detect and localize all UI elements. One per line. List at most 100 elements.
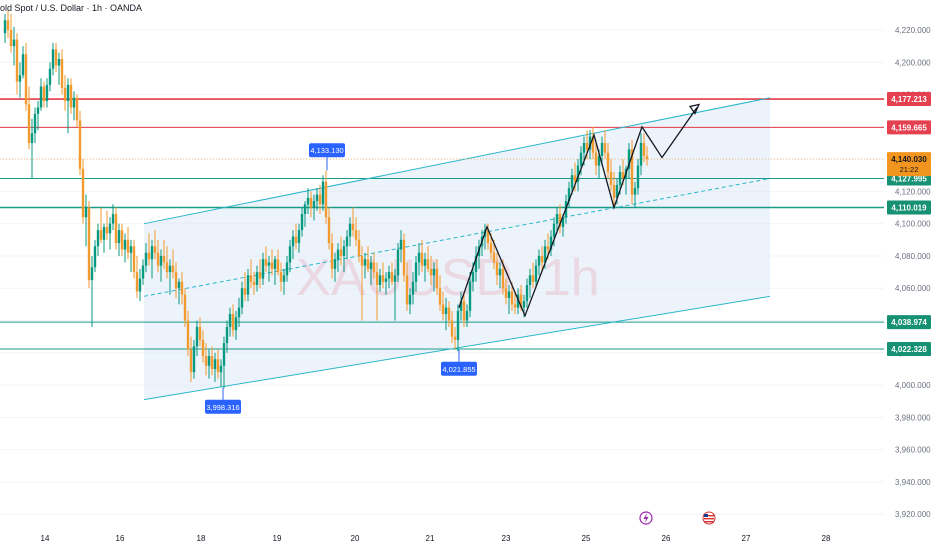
candle-body bbox=[369, 262, 373, 269]
candle-body bbox=[510, 291, 514, 305]
candle-body bbox=[153, 246, 157, 253]
candle-body bbox=[342, 246, 346, 256]
us-flag-stripe-2 bbox=[704, 518, 714, 520]
candle-body bbox=[27, 104, 31, 143]
candle-body bbox=[519, 294, 523, 308]
candle-body bbox=[414, 262, 418, 282]
candle-body bbox=[525, 285, 529, 302]
watermark: XAUUSD, 1h bbox=[296, 249, 599, 307]
candle-body bbox=[129, 246, 133, 253]
candle-body bbox=[297, 230, 301, 244]
candle-body bbox=[447, 307, 451, 321]
candle-body bbox=[423, 259, 427, 266]
candle-body bbox=[558, 213, 562, 227]
candle-body bbox=[618, 172, 622, 185]
candle-body bbox=[93, 246, 97, 268]
candle-body bbox=[429, 268, 433, 276]
candle-body bbox=[384, 278, 388, 282]
candle-body bbox=[327, 217, 331, 244]
us-flag-canton bbox=[704, 514, 708, 517]
candle-body bbox=[516, 294, 520, 308]
candle-body bbox=[231, 314, 235, 331]
candle-body bbox=[600, 142, 604, 156]
candle-body bbox=[528, 275, 532, 286]
candle-body bbox=[501, 268, 505, 289]
candle-body bbox=[21, 54, 25, 76]
candle-body bbox=[99, 230, 103, 240]
candle-body bbox=[609, 172, 613, 185]
candle-body bbox=[237, 307, 241, 318]
candle-body bbox=[84, 207, 88, 218]
candle-body bbox=[207, 356, 211, 366]
candle-body bbox=[318, 194, 322, 205]
candle-body bbox=[204, 356, 208, 366]
candle-body bbox=[240, 288, 244, 308]
candle-body bbox=[576, 165, 580, 182]
level-price-tag bbox=[887, 200, 931, 215]
current-price-tag bbox=[887, 152, 931, 177]
candle-body bbox=[420, 252, 424, 266]
candle-body bbox=[147, 252, 151, 260]
candle-body bbox=[537, 255, 541, 266]
candle-body bbox=[105, 226, 109, 234]
candle-body bbox=[573, 175, 577, 182]
candle-body bbox=[351, 223, 355, 231]
candle-body bbox=[288, 246, 292, 263]
candle-body bbox=[60, 59, 64, 89]
candle-body bbox=[174, 272, 178, 289]
level-price-text: 4,127.995 bbox=[891, 174, 927, 183]
event-icons[interactable] bbox=[639, 511, 716, 525]
candle-body bbox=[24, 54, 28, 105]
candle-body bbox=[492, 252, 496, 263]
candle-body bbox=[36, 107, 40, 114]
candle-body bbox=[243, 288, 247, 295]
candle-body bbox=[615, 184, 619, 198]
candle-body bbox=[489, 243, 493, 253]
candle-body bbox=[468, 281, 472, 311]
candle-body bbox=[390, 272, 394, 282]
channel-upper-line[interactable] bbox=[143, 97, 771, 225]
candle-body bbox=[333, 259, 337, 269]
candle-body bbox=[411, 281, 415, 295]
time-tick-label: 21 bbox=[426, 534, 435, 543]
lightning-glyph-icon bbox=[643, 513, 649, 523]
candle-body bbox=[135, 272, 139, 292]
channel-lower-line[interactable] bbox=[143, 295, 771, 401]
candle-body bbox=[117, 230, 121, 244]
candle-body bbox=[453, 336, 457, 340]
candle-body bbox=[6, 20, 10, 30]
candle-body bbox=[543, 246, 547, 263]
candle-body bbox=[18, 75, 22, 82]
time-tick-label: 27 bbox=[742, 534, 751, 543]
price-tick-label: 4,120.000 bbox=[895, 187, 931, 196]
candles bbox=[3, 10, 649, 389]
candle-body bbox=[264, 259, 268, 266]
candle-body bbox=[279, 272, 283, 282]
candle-body bbox=[570, 175, 574, 189]
time-axis[interactable]: 14 16 18 19 20 21 23 25 26 27 28 bbox=[41, 534, 831, 543]
candle-body bbox=[270, 262, 274, 269]
candle-body bbox=[360, 255, 364, 266]
candle-body bbox=[504, 288, 508, 298]
candle-body bbox=[246, 275, 250, 295]
candle-body bbox=[285, 262, 289, 276]
candle-body bbox=[378, 275, 382, 286]
candle-body bbox=[465, 310, 469, 321]
candle-body bbox=[186, 320, 190, 350]
price-axis-labels: 4,177.213 4,159.665 4,127.995 4,110.019 4,03… bbox=[887, 92, 931, 357]
candle-body bbox=[396, 249, 400, 276]
price-tick-label: 3,920.000 bbox=[895, 510, 931, 519]
candle-body bbox=[228, 314, 232, 327]
candle-body bbox=[345, 236, 349, 247]
candle-body bbox=[81, 168, 85, 218]
candle-body bbox=[642, 142, 646, 156]
candle-body bbox=[132, 246, 136, 273]
candle-body bbox=[555, 213, 559, 224]
horizontal-levels[interactable] bbox=[0, 98, 884, 350]
candle-body bbox=[300, 213, 304, 231]
price-tick-label: 4,000.000 bbox=[895, 381, 931, 390]
projection-path[interactable] bbox=[458, 107, 698, 318]
price-tick-label: 4,220.000 bbox=[895, 26, 931, 35]
candle-body bbox=[534, 265, 538, 282]
